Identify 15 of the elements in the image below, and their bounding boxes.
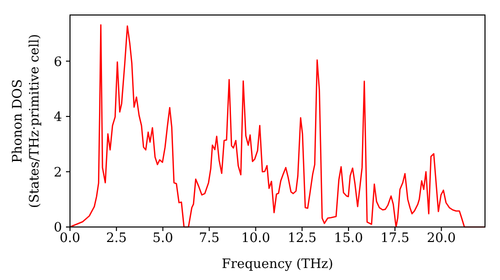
x-tick-label: 17.5: [380, 231, 410, 246]
y-axis-title: Phonon DOS (States/THz·primitive cell): [10, 34, 42, 208]
x-tick-label: 5.0: [152, 231, 174, 246]
x-tick-label: 0.0: [60, 231, 80, 246]
x-tick-label: 7.5: [198, 231, 220, 246]
x-tick-label: 10.0: [241, 231, 270, 246]
x-tick-label: 20.0: [426, 231, 456, 246]
x-tick-label: 15.0: [334, 231, 363, 246]
x-tick-label: 2.5: [106, 231, 127, 246]
y-tick-label: 4: [54, 110, 62, 126]
x-axis-title: Frequency (THz): [222, 257, 334, 272]
y-tick-label: 2: [54, 165, 62, 180]
y-tick-label: 0: [54, 220, 62, 236]
y-tick-label: 6: [54, 54, 62, 70]
x-tick-label: 12.5: [288, 231, 317, 246]
